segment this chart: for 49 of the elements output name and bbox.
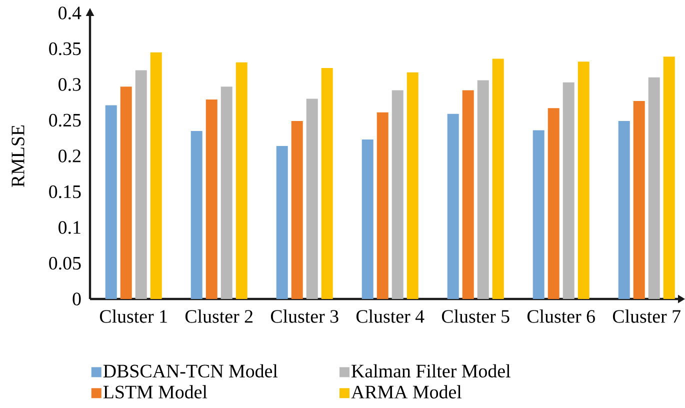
bar [562,82,574,299]
x-tick-label: Cluster 2 [185,310,252,323]
bar [105,105,117,299]
legend-label: LSTM Model [103,385,208,398]
bar [120,86,132,299]
bar [548,108,560,299]
bar [578,62,590,299]
bar [220,86,232,299]
bar [150,52,162,299]
bar [477,80,489,299]
y-tick-label: 0 [72,292,81,306]
y-tick-label: 0.05 [49,256,81,270]
bar [321,68,333,299]
bar [306,98,318,299]
legend-label: DBSCAN-TCN Model [103,364,278,378]
y-tick-label: 0.35 [49,42,81,56]
x-tick-label: Cluster 6 [527,310,595,323]
legend-label: ARMA Model [351,385,462,398]
bar [236,62,248,299]
x-tick-label: Cluster 4 [356,310,424,323]
y-tick-label: 0.2 [58,150,80,162]
bar [492,58,504,299]
bar [206,100,218,299]
bar [618,120,630,299]
bar [447,114,459,299]
bar [291,120,303,299]
y-axis-title: RMLSE [12,125,24,188]
bar [462,90,474,299]
bar [376,112,388,299]
y-tick-label: 0.4 [58,6,82,20]
y-tick-label: 0.15 [49,185,81,198]
y-tick-label: 0.1 [58,221,80,234]
legend-label: Kalman Filter Model [352,364,510,378]
bar [135,70,147,299]
bar [362,140,374,299]
x-tick-label: Cluster 1 [100,310,167,323]
bar [276,146,288,299]
bar [406,72,418,299]
bar [663,56,675,299]
x-tick-label: Cluster 7 [612,310,680,323]
x-tick-label: Cluster 5 [442,310,510,323]
bar [392,90,404,299]
y-tick-label: 0.3 [58,78,81,91]
bar [648,77,660,299]
bar [190,130,202,299]
y-tick-label: 0.25 [49,114,81,127]
bar [532,130,544,299]
bar [633,100,645,299]
x-tick-label: Cluster 3 [270,310,338,323]
